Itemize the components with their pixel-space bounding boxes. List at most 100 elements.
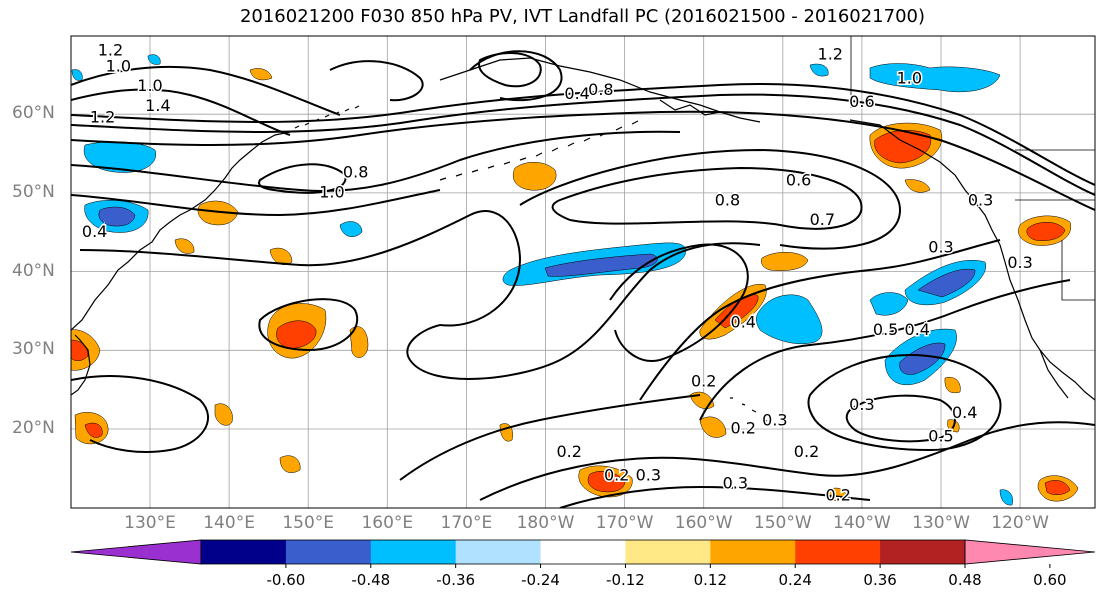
- contour-label: 1.0: [137, 76, 162, 95]
- longitude-label: 130°W: [912, 513, 970, 533]
- colorbar: [70, 539, 1096, 568]
- colorbar-tick-label: -0.48: [351, 571, 391, 589]
- colorbar-extend-low: [70, 539, 202, 565]
- contour-label: 0.3: [762, 411, 787, 430]
- longitude-label: 170°W: [595, 513, 654, 533]
- political-borders: [850, 36, 1095, 301]
- pv-anomaly-region: [197, 200, 239, 226]
- pv-anomaly-region: [999, 489, 1013, 506]
- contour-label: 0.4: [82, 222, 107, 241]
- contour-label: 0.2: [825, 485, 850, 504]
- longitude-label: 140°W: [833, 513, 891, 533]
- contour-label: 0.3: [636, 466, 661, 485]
- colorbar-segment: [285, 540, 372, 564]
- longitude-label: 180°W: [516, 513, 575, 533]
- contour-label: 0.5: [873, 320, 898, 339]
- colorbar-segment: [625, 540, 711, 564]
- pv-anomaly-region: [869, 292, 909, 316]
- contour-label: 1.4: [145, 96, 170, 115]
- contour-label: 0.4: [905, 320, 930, 339]
- contour-label: 0.2: [557, 442, 582, 461]
- pv-anomaly-region: [279, 455, 301, 473]
- colorbar-tick-label: -0.60: [266, 571, 306, 589]
- longitude-label: 130°E: [124, 513, 176, 533]
- contour-label: 0.5: [928, 426, 953, 445]
- contour-label: 0.6: [786, 171, 811, 190]
- contour-label: 0.6: [849, 92, 874, 111]
- pv-anomaly-region: [276, 320, 317, 349]
- contour-label: 0.7: [810, 210, 835, 229]
- map-title: 2016021200 F030 850 hPa PV, IVT Landfall…: [239, 6, 926, 27]
- pv-anomaly-region: [84, 422, 103, 438]
- pv-shading: [71, 54, 1079, 506]
- longitude-label: 160°W: [674, 513, 733, 533]
- contour-label: 0.3: [968, 190, 993, 209]
- colorbar-tick-label: 0.60: [1033, 571, 1067, 589]
- colorbar-tick-label: 0.24: [778, 571, 812, 589]
- pv-anomaly-region: [809, 63, 829, 77]
- longitude-label: 120°W: [991, 513, 1049, 533]
- pv-anomaly-region: [714, 294, 759, 329]
- colorbar-tick-label: 0.36: [863, 571, 897, 589]
- colorbar-tick-label: -0.36: [436, 571, 476, 589]
- pv-anomaly-region: [1044, 480, 1071, 495]
- pv-anomaly-region: [1026, 222, 1066, 241]
- pv-anomaly-region: [544, 253, 658, 277]
- pv-anomaly-region: [761, 252, 809, 271]
- pv-anomaly-region: [904, 179, 931, 193]
- contour-label: 0.4: [952, 403, 977, 422]
- pv-anomaly-region: [899, 342, 946, 375]
- contour-label: 0.8: [588, 80, 613, 99]
- longitude-label: 170°E: [440, 513, 493, 533]
- pv-anomaly-region: [756, 294, 823, 345]
- colorbar-segment: [880, 540, 966, 564]
- contour-label: 1.0: [897, 68, 922, 87]
- contour-label: 0.3: [849, 395, 874, 414]
- pv-anomaly-region: [214, 403, 233, 426]
- pv-anomaly-region: [869, 63, 1001, 93]
- contour-label: 0.4: [731, 312, 756, 331]
- colorbar-segment: [795, 540, 881, 564]
- contour-label: 0.2: [731, 419, 756, 438]
- pv-anomaly-region: [98, 206, 136, 227]
- pv-anomaly-region: [339, 221, 363, 237]
- contour-label: 0.3: [1007, 253, 1032, 272]
- contour-label: 0.3: [723, 474, 748, 493]
- longitude-label: 160°E: [361, 513, 414, 533]
- contour-label: 1.2: [90, 108, 115, 127]
- contour-label: 0.2: [604, 466, 629, 485]
- pv-anomaly-region: [827, 487, 847, 502]
- map-frame: [70, 35, 1096, 509]
- pv-anomaly-region: [147, 54, 161, 65]
- contour-label: 1.2: [818, 45, 843, 64]
- longitude-label: 150°E: [282, 513, 335, 533]
- latitude-label: 40°N: [12, 260, 55, 281]
- longitude-label: 150°W: [753, 513, 812, 533]
- pv-contours: [71, 50, 1095, 508]
- pv-anomaly-region: [349, 326, 369, 358]
- latitude-label: 60°N: [12, 103, 55, 124]
- colorbar-segment: [540, 540, 626, 564]
- pv-anomaly-region: [174, 238, 195, 254]
- colorbar-segment: [710, 540, 796, 564]
- contour-label: 1.0: [319, 182, 344, 201]
- contour-label: 0.8: [715, 190, 740, 209]
- colorbar-tick-label: -0.24: [521, 571, 560, 589]
- longitude-label: 140°E: [203, 513, 255, 533]
- contour-label: 0.3: [928, 237, 953, 256]
- colorbar-tick-label: -0.12: [606, 571, 645, 589]
- colorbar-segment: [370, 540, 457, 564]
- pv-anomaly-region: [944, 377, 961, 394]
- contour-label: 0.4: [564, 84, 589, 103]
- contour-label: 0.2: [794, 442, 819, 461]
- pv-anomaly-region: [269, 247, 293, 265]
- contour-label: 0.2: [691, 371, 716, 390]
- contour-label: 1.0: [106, 56, 131, 75]
- contour-label: 0.8: [343, 163, 368, 182]
- colorbar-segment: [201, 540, 287, 564]
- colorbar-tick-label: 0.12: [693, 571, 728, 589]
- colorbar-outline: [200, 539, 966, 565]
- pv-anomaly-region: [917, 268, 976, 298]
- pv-anomaly-region: [249, 68, 273, 81]
